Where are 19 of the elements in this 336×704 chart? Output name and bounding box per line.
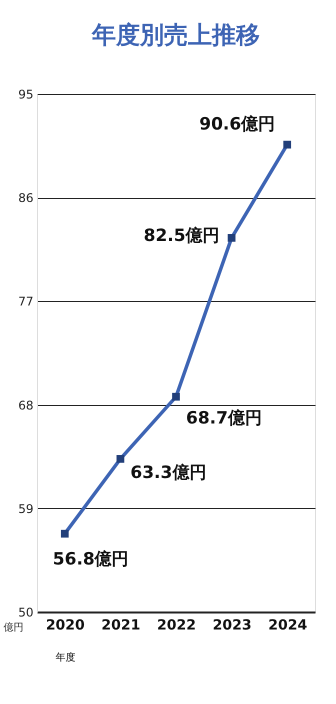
x-tick-label: 2021 xyxy=(101,618,140,634)
data-label: 63.3億円 xyxy=(130,462,206,483)
data-label: 56.8億円 xyxy=(52,550,129,570)
data-label: 90.6億円 xyxy=(199,114,276,135)
y-tick-label: 77 xyxy=(18,294,34,309)
data-label: 68.7億円 xyxy=(186,408,262,429)
chart-title: 年度別売上推移 xyxy=(91,21,260,49)
x-axis-title: 年度 xyxy=(55,652,76,664)
x-tick-label: 2023 xyxy=(212,618,252,634)
x-tick-label: 2020 xyxy=(46,618,86,634)
y-tick-label: 68 xyxy=(18,398,34,412)
y-tick-label: 59 xyxy=(18,502,34,516)
y-tick-label: 95 xyxy=(18,88,34,102)
y-axis-title: 億円 xyxy=(4,622,24,634)
x-tick-label: 2022 xyxy=(157,618,196,634)
y-tick-label: 50 xyxy=(18,606,34,620)
data-label: 82.5億円 xyxy=(144,226,220,246)
y-tick-label: 86 xyxy=(18,191,34,206)
x-tick-label: 2024 xyxy=(268,618,308,634)
